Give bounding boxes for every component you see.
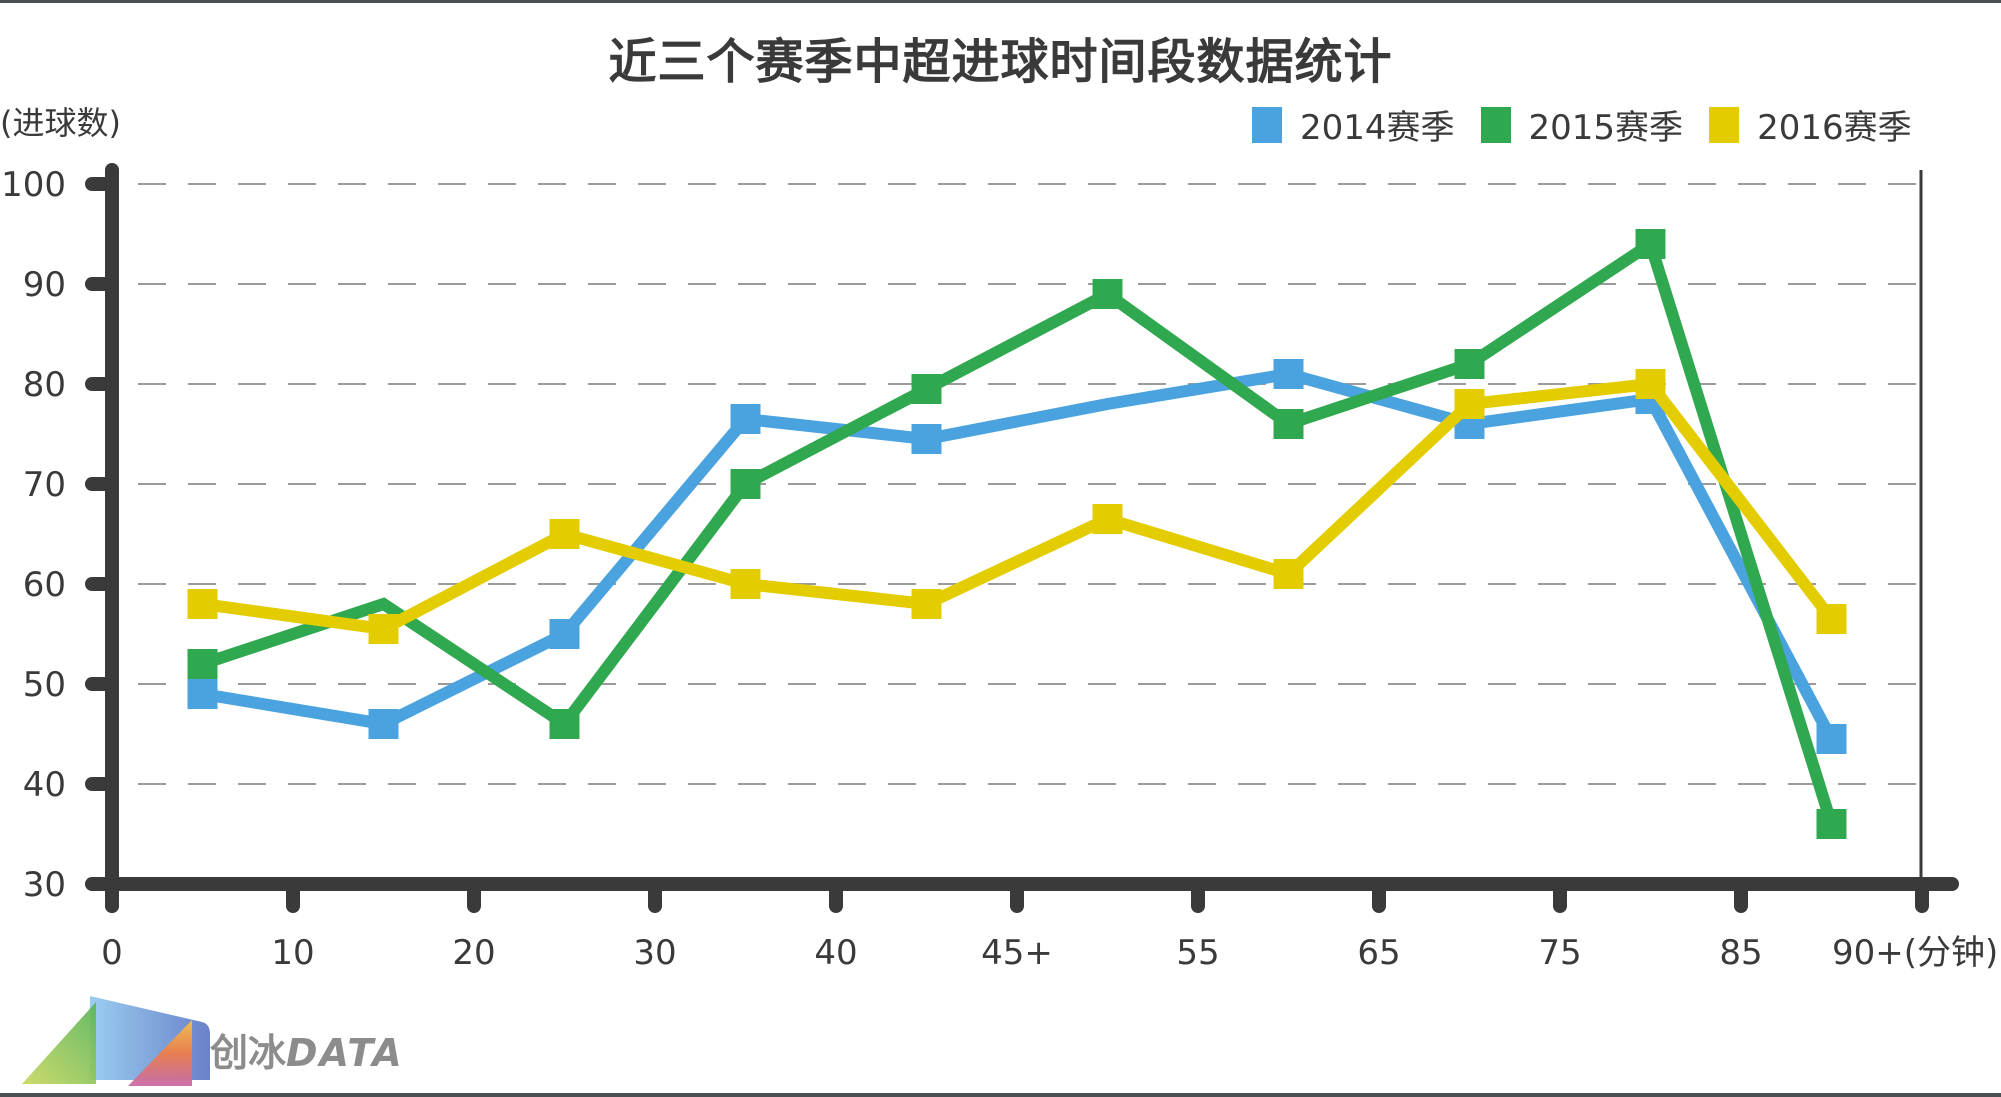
bottom-border: [0, 1093, 2001, 1097]
top-border: [0, 0, 2001, 3]
legend-label: 2015赛季: [1528, 108, 1684, 148]
logo-icon: [22, 996, 210, 1086]
y-tick-label: 90: [23, 265, 66, 305]
x-tick-label: 65: [1357, 933, 1400, 973]
data-point-marker[interactable]: [1635, 369, 1666, 399]
legend-item-2014[interactable]: 2014赛季: [1252, 100, 1455, 149]
data-point-marker[interactable]: [730, 569, 761, 599]
data-point-marker[interactable]: [1816, 809, 1847, 839]
data-point-marker[interactable]: [730, 469, 761, 499]
x-axis: 0 10 20 30 40 45+ 55 65 75 85 90+(分钟): [101, 877, 1998, 973]
x-tick-label: 85: [1719, 933, 1762, 973]
x-tick-label: 20: [452, 933, 495, 973]
data-point-marker[interactable]: [911, 374, 942, 404]
series-line: [201, 367, 1837, 742]
data-point-marker[interactable]: [1273, 409, 1304, 439]
legend-swatch-icon: [1709, 106, 1740, 143]
x-tick-label: 10: [271, 933, 314, 973]
data-point-marker[interactable]: [1092, 279, 1123, 309]
x-tick-label: 40: [814, 933, 857, 973]
data-point-marker[interactable]: [1816, 724, 1847, 754]
x-tick-label: 75: [1538, 933, 1581, 973]
series-2014赛季: [187, 359, 1847, 754]
data-point-marker[interactable]: [1635, 229, 1666, 259]
y-axis: 30 40 50 60 70 80 90 100: [1, 163, 119, 913]
data-point-marker[interactable]: [1092, 504, 1123, 534]
gridlines: [120, 183, 1921, 785]
watermark-latin: DATA: [286, 1031, 404, 1075]
series-group: [187, 229, 1847, 839]
legend: 2014赛季 2015赛季 2016赛季: [1252, 100, 1938, 149]
series-line: [200, 234, 1838, 826]
series-line: [201, 377, 1837, 636]
data-point-marker[interactable]: [1454, 389, 1485, 419]
data-point-marker[interactable]: [1273, 359, 1304, 389]
chart-title: 近三个赛季中超进球时间段数据统计: [608, 34, 1393, 90]
watermark-logo: [10, 990, 430, 1090]
data-point-marker[interactable]: [1454, 349, 1485, 379]
y-tick-label: 50: [23, 665, 66, 705]
watermark-text: 创冰DATA: [210, 1022, 404, 1077]
y-tick-label: 100: [1, 165, 66, 205]
y-tick-label: 70: [23, 465, 66, 505]
y-axis-unit-label: (进球数): [0, 104, 121, 142]
y-tick-label: 30: [23, 865, 66, 905]
data-point-marker[interactable]: [911, 589, 942, 619]
legend-swatch-icon: [1252, 106, 1282, 143]
data-point-marker[interactable]: [911, 424, 942, 454]
legend-item-2016[interactable]: 2016赛季: [1709, 100, 1912, 149]
x-tick-label: 30: [633, 933, 676, 973]
x-tick-label: 90+(分钟): [1832, 933, 1998, 973]
legend-item-2015[interactable]: 2015赛季: [1480, 100, 1684, 149]
data-point-marker[interactable]: [549, 709, 580, 739]
data-point-marker[interactable]: [368, 614, 399, 644]
series-2015赛季: [187, 229, 1847, 839]
watermark-cn: 创冰: [210, 1031, 287, 1075]
data-point-marker[interactable]: [1273, 559, 1304, 589]
x-tick-label: 55: [1176, 933, 1219, 973]
y-tick-label: 40: [23, 765, 66, 805]
data-point-marker[interactable]: [730, 404, 761, 434]
data-point-marker[interactable]: [549, 619, 580, 649]
legend-swatch-icon: [1480, 106, 1511, 143]
data-point-marker[interactable]: [368, 709, 399, 739]
legend-label: 2016赛季: [1757, 108, 1912, 148]
x-tick-label: 0: [101, 933, 123, 973]
data-point-marker[interactable]: [549, 519, 580, 549]
x-tick-label: 45+: [981, 933, 1053, 973]
y-tick-label: 60: [23, 565, 66, 605]
data-point-marker[interactable]: [187, 679, 218, 709]
data-point-marker[interactable]: [1816, 604, 1847, 634]
legend-label: 2014赛季: [1300, 108, 1455, 148]
data-point-marker[interactable]: [187, 649, 218, 679]
series-2016赛季: [187, 369, 1847, 644]
y-tick-label: 80: [23, 365, 66, 405]
data-point-marker[interactable]: [187, 589, 218, 619]
